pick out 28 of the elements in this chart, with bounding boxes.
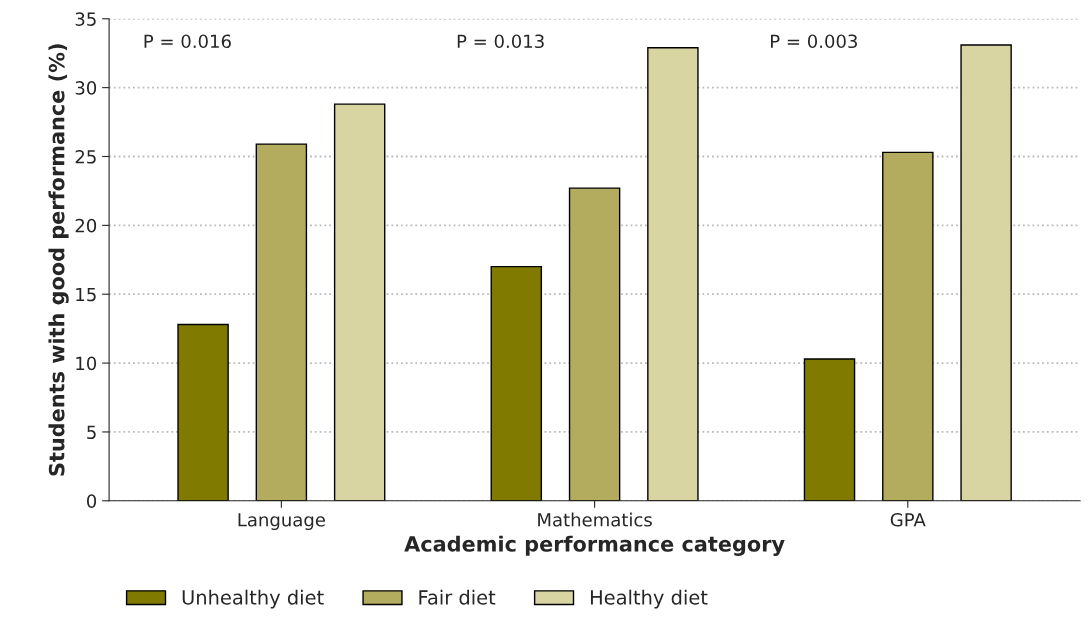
bar <box>803 358 856 501</box>
bar <box>255 143 308 501</box>
y-tick-label: 15 <box>76 287 96 302</box>
x-tick-label: Language <box>238 513 325 531</box>
x-tick-label: Mathematics <box>538 512 652 527</box>
legend-label: Healthy diet <box>590 589 708 609</box>
bar <box>333 103 386 501</box>
y-tick-label: 20 <box>75 218 97 233</box>
y-tick-label: 30 <box>75 81 97 95</box>
legend-label: Fair diet <box>419 589 496 605</box>
bar <box>960 44 1012 501</box>
y-tick-label: 35 <box>75 12 96 26</box>
annotation: P = 0.003 <box>771 34 857 49</box>
annotation: P = 0.016 <box>144 34 231 49</box>
x-tick-label: GPA <box>890 512 926 527</box>
legend-label: Unhealthy diet <box>182 589 324 609</box>
bar <box>490 265 543 501</box>
y-tick-label: 0 <box>87 494 97 508</box>
annotation: P = 0.013 <box>457 34 544 49</box>
y-axis-title: Students with good performance (%) <box>48 44 69 476</box>
bar <box>177 323 229 501</box>
x-axis-title: Academic performance category <box>404 535 785 556</box>
bar <box>882 151 934 501</box>
y-tick-label: 10 <box>76 356 97 371</box>
bar <box>647 47 699 501</box>
bar <box>568 187 621 501</box>
y-tick-label: 5 <box>87 425 96 440</box>
y-tick-label: 25 <box>75 149 96 164</box>
